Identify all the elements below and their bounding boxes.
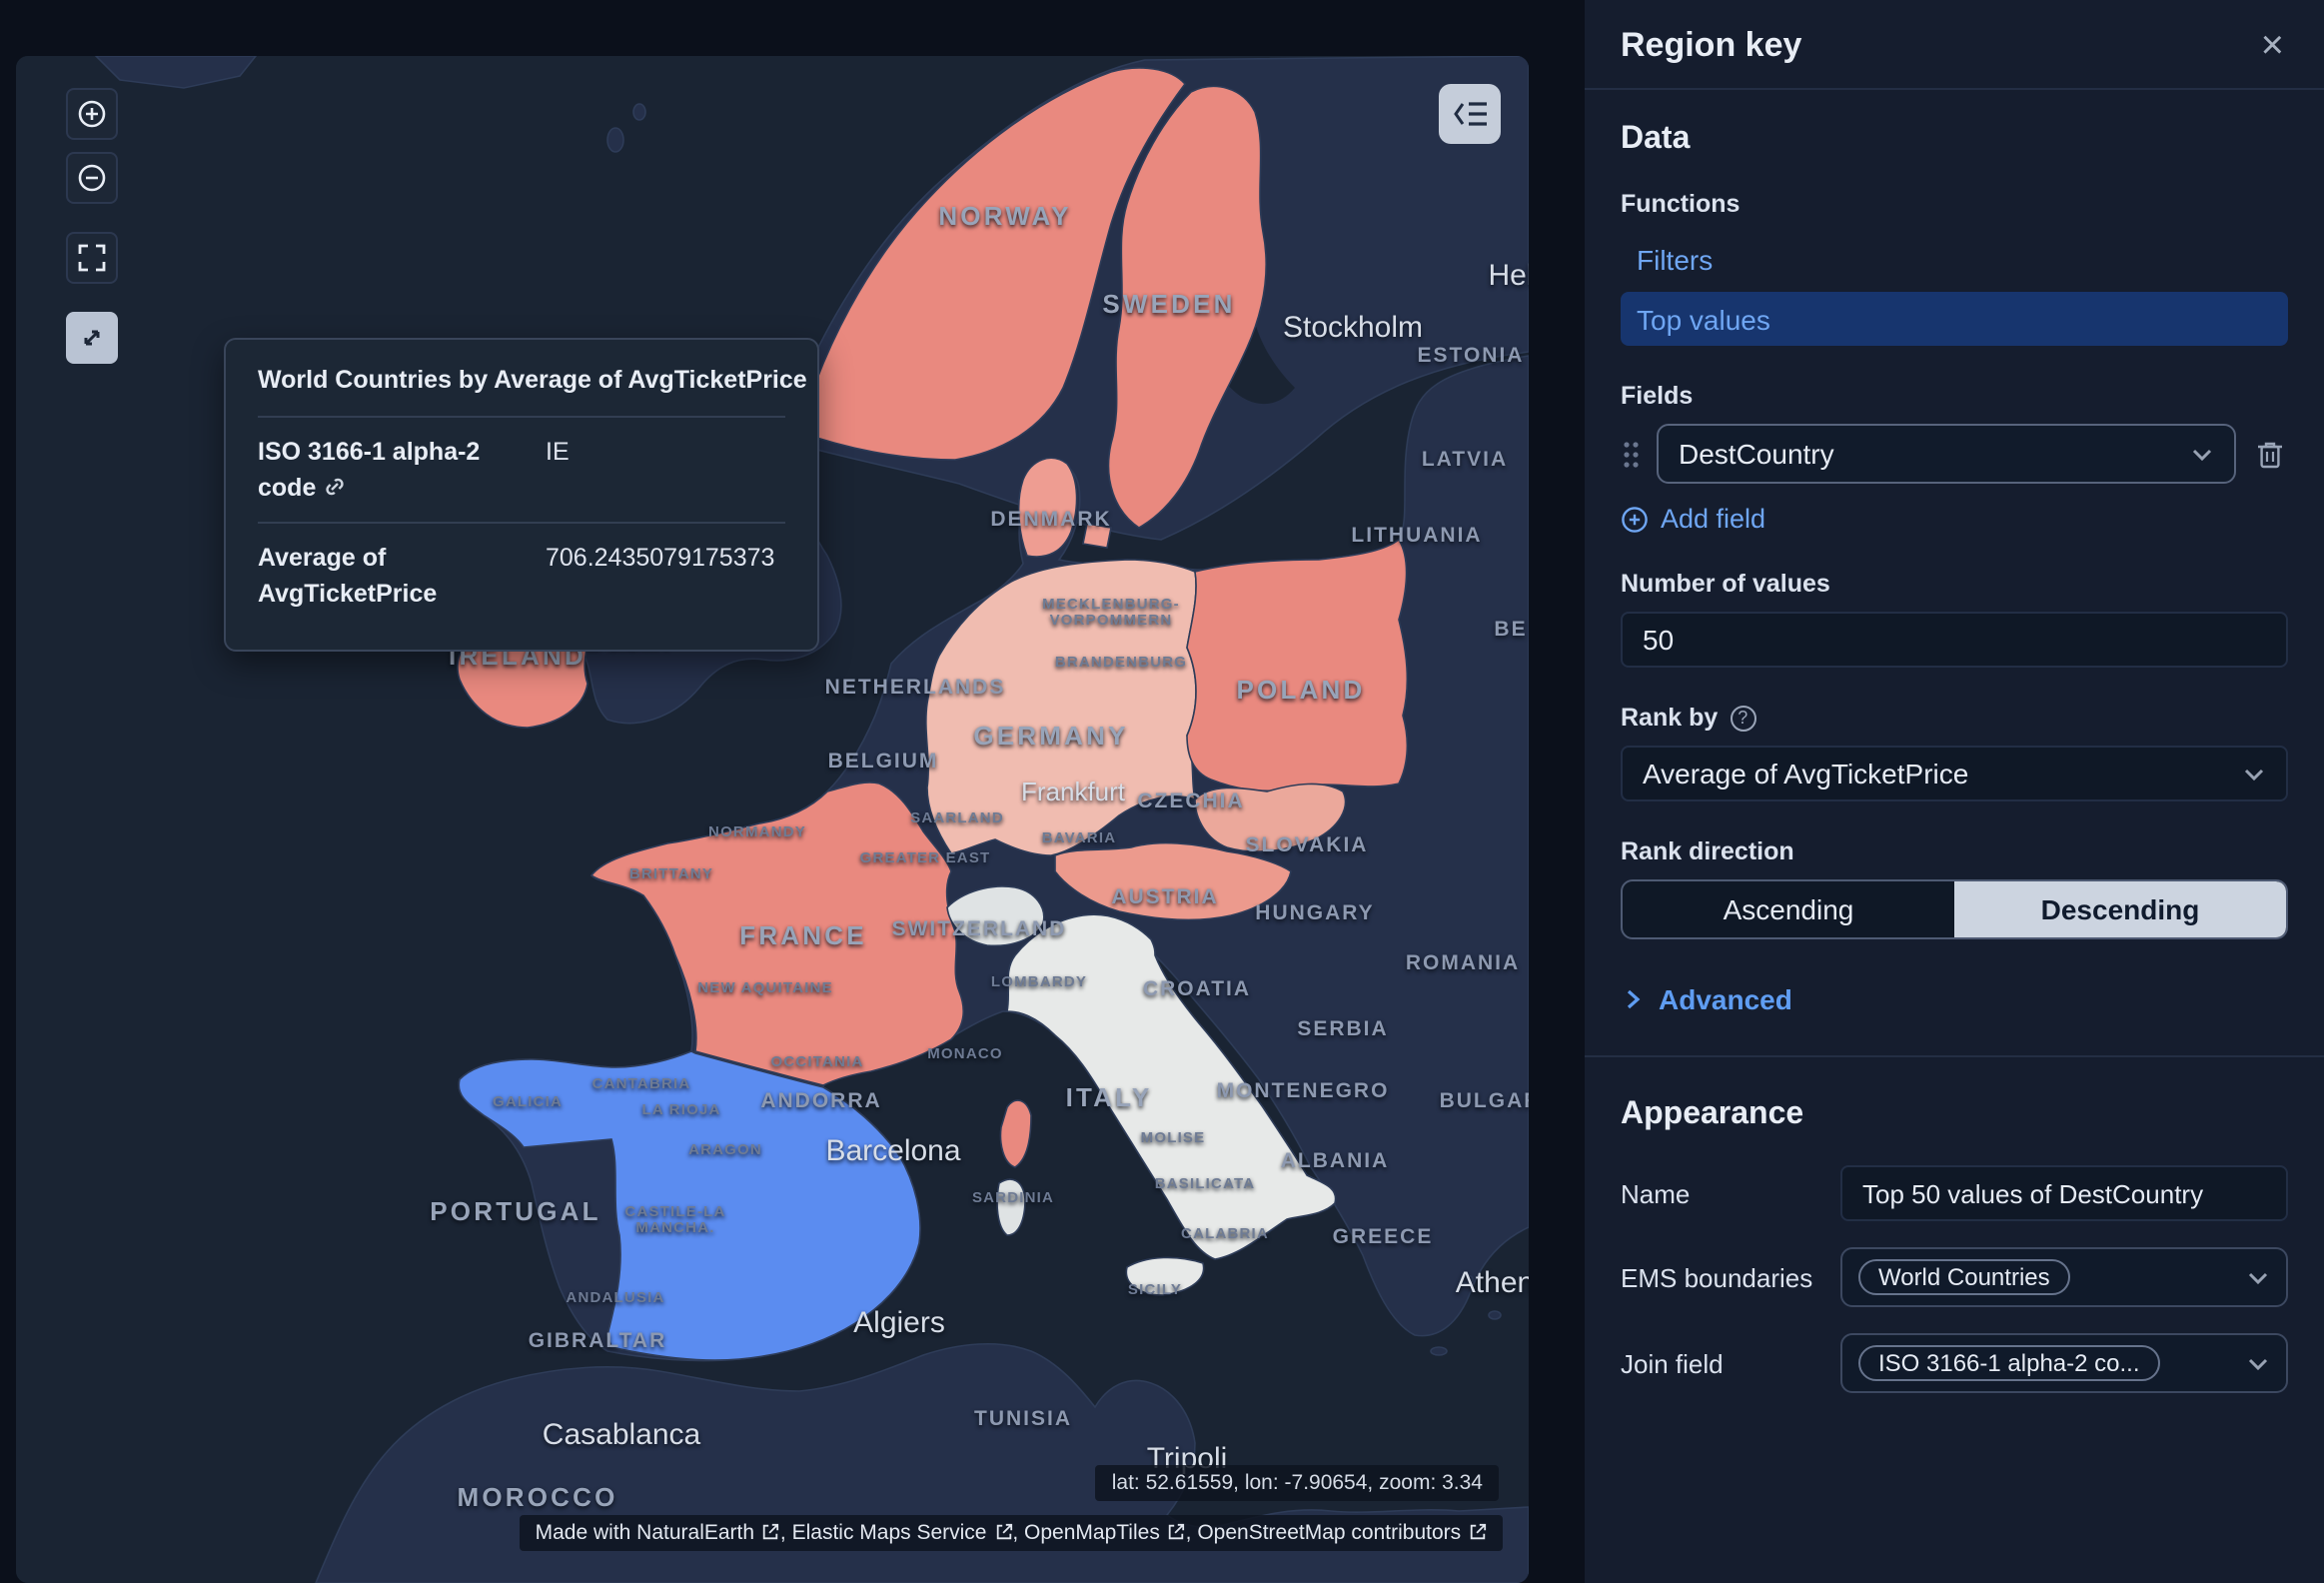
rank-by-select[interactable]: Average of AvgTicketPrice <box>1621 746 2288 801</box>
region-norway[interactable] <box>798 67 1187 461</box>
tooltip-row-value: 706.2435079175373 <box>546 544 775 573</box>
tooltip-title: World Countries by Average of AvgTicketP… <box>258 366 807 394</box>
map-attribution: Made with NaturalEarth , Elastic Maps Se… <box>519 1515 1503 1551</box>
zoom-out-icon <box>78 164 106 192</box>
landmass <box>94 56 258 89</box>
map-tooltip: World Countries by Average of AvgTicketP… <box>224 338 819 651</box>
ems-boundaries-select[interactable]: World Countries <box>1840 1247 2288 1307</box>
landmass <box>1460 1274 1474 1284</box>
zoom-in-icon <box>78 100 106 128</box>
number-of-values-label: Number of values <box>1621 570 1830 598</box>
close-icon[interactable]: × <box>2257 26 2288 66</box>
advanced-label: Advanced <box>1659 983 1792 1015</box>
join-field-row: Join field ISO 3166-1 alpha-2 co... <box>1621 1333 2288 1393</box>
chevron-down-icon <box>2244 769 2264 782</box>
fit-to-data-button[interactable] <box>66 232 118 284</box>
tooltip-row-value: IE <box>546 438 570 466</box>
region-germany[interactable] <box>925 559 1197 856</box>
ems-boundaries-row: EMS boundaries World Countries <box>1621 1247 2288 1307</box>
region-sweden[interactable] <box>1107 85 1267 529</box>
ems-boundaries-value: World Countries <box>1858 1259 2070 1295</box>
expand-map-button[interactable] <box>66 312 118 364</box>
add-field-button[interactable]: Add field <box>1621 504 2288 534</box>
join-field-select[interactable]: ISO 3166-1 alpha-2 co... <box>1840 1333 2288 1393</box>
attribution-link[interactable]: OpenStreetMap contributors <box>1197 1521 1487 1545</box>
name-row: Name <box>1621 1165 2288 1221</box>
delete-field-button[interactable] <box>2252 435 2288 473</box>
name-label: Name <box>1621 1178 1691 1208</box>
region-poland[interactable] <box>1186 538 1409 792</box>
region-spain[interactable] <box>458 1050 921 1361</box>
landmass <box>632 103 646 121</box>
map-panel: NORWAYSWEDENStockholmHelESTONIALATVIALIT… <box>16 56 1529 1583</box>
rank-descending-button[interactable]: Descending <box>1954 881 2286 937</box>
layer-name-input[interactable] <box>1840 1165 2288 1221</box>
field-row: DestCountry <box>1621 424 2288 484</box>
help-icon[interactable]: ? <box>1730 705 1756 731</box>
region-denmark[interactable] <box>1017 457 1078 558</box>
flyout-body: Data Functions Filters Top values Fields… <box>1585 90 2324 1583</box>
join-field-value: ISO 3166-1 alpha-2 co... <box>1858 1345 2160 1381</box>
region-czechia[interactable] <box>1194 783 1347 852</box>
tooltip-row: ISO 3166-1 alpha-2 code IE <box>258 416 785 523</box>
rank-direction-group: Ascending Descending <box>1621 879 2288 939</box>
region-corsica[interactable] <box>999 1099 1032 1168</box>
field-select-value: DestCountry <box>1679 438 1834 470</box>
zoom-out-button[interactable] <box>66 152 118 204</box>
coordinates-readout: lat: 52.61559, lon: -7.90654, zoom: 3.34 <box>1095 1465 1499 1501</box>
fit-bounds-icon <box>78 244 106 272</box>
function-option-filters[interactable]: Filters <box>1637 243 1714 275</box>
tooltip-row-label: Average of AvgTicketPrice <box>258 544 438 609</box>
field-select[interactable]: DestCountry <box>1657 424 2236 484</box>
expand-icon <box>84 330 100 346</box>
tooltip-row: Average of AvgTicketPrice 706.2435079175… <box>258 522 785 630</box>
zoom-in-button[interactable] <box>66 88 118 140</box>
data-section-heading: Data <box>1621 122 1691 156</box>
trash-icon <box>2258 441 2282 468</box>
flyout-header: Region key × <box>1585 0 2324 90</box>
functions-label: Functions <box>1621 190 1741 218</box>
choropleth-map[interactable] <box>16 56 1529 1583</box>
rank-direction-label: Rank direction <box>1621 837 1794 865</box>
legend-toggle-button[interactable] <box>1439 84 1501 144</box>
join-field-label: Join field <box>1621 1348 1724 1378</box>
link-icon[interactable] <box>324 476 346 498</box>
panel-title: Region key <box>1621 26 1802 64</box>
chevron-down-icon <box>2248 1358 2268 1371</box>
region-switzerland[interactable] <box>946 885 1045 947</box>
advanced-toggle[interactable]: Advanced <box>1621 983 2288 1015</box>
appearance-section-heading: Appearance <box>1621 1097 1804 1131</box>
region-austria[interactable] <box>1054 841 1292 921</box>
region-key-panel: Region key × Data Functions Filters Top … <box>1585 0 2324 1583</box>
tooltip-row-label: ISO 3166-1 alpha-2 code <box>258 438 481 503</box>
drag-handle-icon[interactable] <box>1621 439 1641 469</box>
plus-circle-icon <box>1622 506 1648 532</box>
region-sardinia[interactable] <box>996 1178 1026 1236</box>
rank-by-label: Rank by ? <box>1621 704 2288 732</box>
attribution-link[interactable]: OpenMapTiles , <box>1024 1521 1198 1545</box>
region-denmark[interactable] <box>1082 523 1112 549</box>
landmass <box>1430 1346 1448 1356</box>
region-france[interactable] <box>589 782 964 1086</box>
chevron-down-icon <box>2248 1272 2268 1285</box>
landmass <box>1488 1310 1502 1320</box>
attribution-link[interactable]: Made with NaturalEarth , <box>535 1521 792 1545</box>
chevron-right-icon <box>1627 989 1641 1009</box>
ems-boundaries-label: EMS boundaries <box>1621 1262 1813 1292</box>
region-italy[interactable] <box>1006 913 1337 1260</box>
function-option-top-values[interactable]: Top values <box>1621 292 2288 346</box>
layers-icon <box>1453 102 1486 126</box>
add-field-label: Add field <box>1661 504 1766 534</box>
region-sicily[interactable] <box>1125 1256 1205 1296</box>
number-of-values-input[interactable] <box>1621 612 2288 668</box>
landmass <box>606 127 624 153</box>
rank-ascending-button[interactable]: Ascending <box>1723 893 1854 925</box>
chevron-down-icon <box>2192 449 2212 462</box>
attribution-link[interactable]: Elastic Maps Service , <box>791 1521 1025 1545</box>
section-divider <box>1585 1055 2324 1057</box>
rank-by-value: Average of AvgTicketPrice <box>1643 758 1969 790</box>
fields-label: Fields <box>1621 382 1694 410</box>
